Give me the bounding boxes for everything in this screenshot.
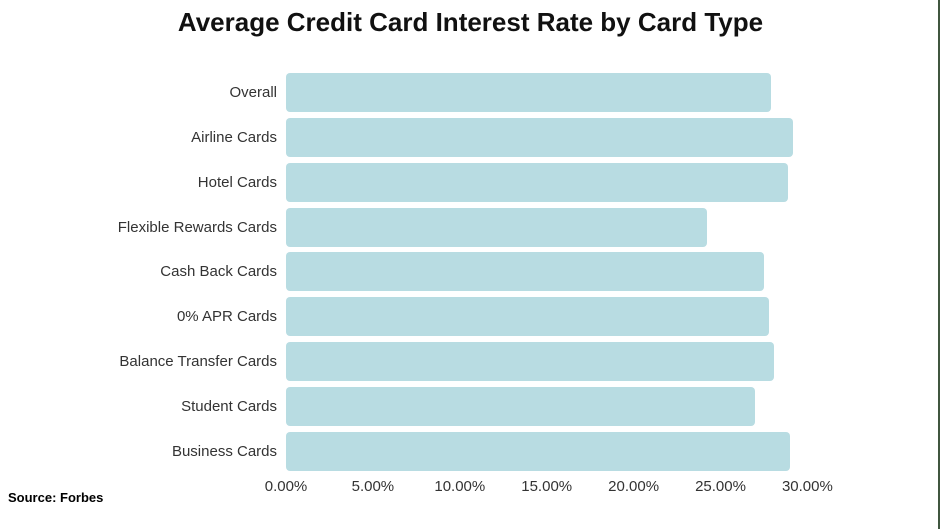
bar-row: 0% APR Cards (0, 297, 941, 337)
category-label: Airline Cards (191, 128, 277, 146)
bar-row: Flexible Rewards Cards (0, 207, 941, 247)
bar-row: Airline Cards (0, 117, 941, 157)
bar (286, 117, 794, 157)
x-tick-label: 25.00% (695, 478, 746, 495)
x-axis: 0.00% 5.00% 10.00% 15.00% 20.00% 25.00% 30.00% (0, 478, 941, 498)
bar-row: Overall (0, 73, 941, 112)
category-label: Balance Transfer Cards (119, 353, 277, 371)
bar (286, 387, 756, 427)
bar-row: Business Cards (0, 431, 941, 471)
bar (286, 431, 791, 471)
category-label: 0% APR Cards (176, 308, 277, 326)
category-label: Business Cards (171, 442, 277, 460)
x-tick-label: 0.00% (264, 478, 308, 495)
bar (286, 342, 775, 382)
bar (286, 252, 764, 292)
category-label: Student Cards (181, 398, 277, 416)
bar-plot-area: Overall Airline Cards Hotel Cards Flexible … (0, 73, 941, 473)
bar-row: Hotel Cards (0, 162, 941, 202)
category-label: Flexible Rewards Cards (117, 218, 277, 236)
x-tick-label: 10.00% (434, 478, 486, 495)
right-edge-line (938, 0, 940, 529)
x-tick-label: 20.00% (608, 478, 660, 495)
bar (286, 73, 771, 112)
bar-row: Student Cards (0, 387, 941, 427)
bar (286, 207, 707, 247)
x-tick-label: 30.00% (781, 478, 833, 495)
bar (286, 162, 789, 202)
source-note: Source: Forbes (8, 490, 104, 505)
category-label: Hotel Cards (197, 173, 277, 191)
category-label: Cash Back Cards (160, 263, 277, 281)
bar-row: Cash Back Cards (0, 252, 941, 292)
bar-row: Balance Transfer Cards (0, 342, 941, 382)
category-label: Overall (229, 84, 277, 101)
chart-title: Average Credit Card Interest Rate by Car… (177, 7, 764, 37)
x-tick-label: 15.00% (521, 478, 573, 495)
bar (286, 297, 770, 337)
x-tick-label: 5.00% (351, 478, 395, 495)
